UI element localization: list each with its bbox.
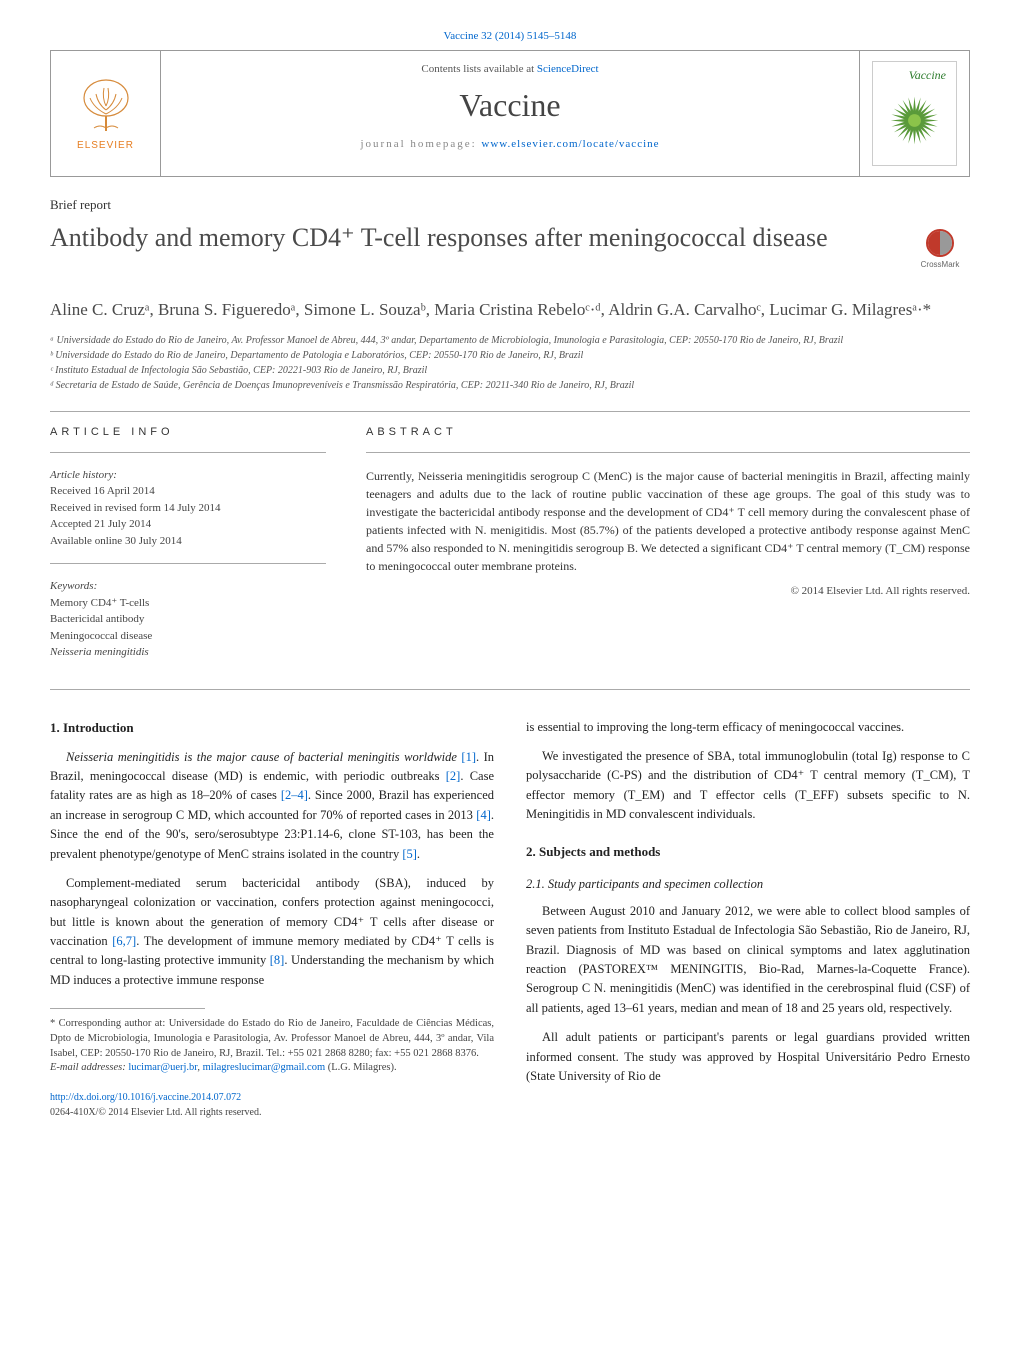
keyword-2: Bactericidal antibody [50,613,144,625]
methods-p2: All adult patients or participant's pare… [526,1028,970,1086]
email-suffix: (L.G. Milagres). [325,1062,396,1073]
intro-p4: We investigated the presence of SBA, tot… [526,747,970,825]
ref-6-7[interactable]: [6,7] [112,934,136,948]
history-revised: Received in revised form 14 July 2014 [50,502,220,514]
journal-cover-cell: Vaccine [859,51,969,176]
methods-heading: 2. Subjects and methods [526,842,970,862]
header-center: Contents lists available at ScienceDirec… [161,51,859,176]
crossmark-icon [926,229,954,257]
authors-line: Aline C. Cruzᵃ, Bruna S. Figueredoᵃ, Sim… [50,297,970,323]
info-divider [50,452,326,453]
journal-cover: Vaccine [872,61,957,166]
journal-homepage-link[interactable]: www.elsevier.com/locate/vaccine [481,138,659,150]
methods-p1: Between August 2010 and January 2012, we… [526,902,970,1018]
divider [50,411,970,412]
affiliation-a: ᵃ Universidade do Estado do Rio de Janei… [50,333,970,348]
ref-8[interactable]: [8] [270,953,285,967]
elsevier-logo: ELSEVIER [66,69,146,159]
info-divider-2 [50,563,326,564]
ref-1[interactable]: [1] [461,750,476,764]
journal-homepage-line: journal homepage: www.elsevier.com/locat… [171,138,849,150]
keyword-4: Neisseria meningitidis [50,646,149,658]
affiliation-d: ᵈ Secretaria de Estado de Saúde, Gerênci… [50,378,970,393]
crossmark-badge[interactable]: CrossMark [910,229,970,279]
intro-p2: Complement-mediated serum bactericidal a… [50,874,494,990]
affiliation-c: ᶜ Instituto Estadual de Infectologia São… [50,363,970,378]
history-online: Available online 30 July 2014 [50,535,182,547]
doi-copyright: 0264-410X/© 2014 Elsevier Ltd. All right… [50,1105,494,1121]
publisher-logo-cell: ELSEVIER [51,51,161,176]
corresponding-author: * Corresponding author at: Universidade … [50,1017,494,1061]
ref-2-4[interactable]: [2–4] [281,788,308,802]
email-2[interactable]: milagreslucimar@gmail.com [203,1062,326,1073]
ref-4[interactable]: [4] [476,808,491,822]
journal-name: Vaccine [171,87,849,124]
article-info-label: ARTICLE INFO [50,426,326,438]
homepage-prefix: journal homepage: [360,138,481,150]
history-heading: Article history: [50,469,117,481]
left-column: 1. Introduction Neisseria meningitidis i… [50,718,494,1121]
intro-p3: is essential to improving the long-term … [526,718,970,737]
abstract-label: ABSTRACT [366,426,970,438]
abstract-copyright: © 2014 Elsevier Ltd. All rights reserved… [366,585,970,597]
crossmark-label: CrossMark [921,260,960,269]
affiliation-b: ᵇ Universidade do Estado do Rio de Janei… [50,348,970,363]
article-title: Antibody and memory CD4⁺ T-cell response… [50,221,910,255]
contents-available-line: Contents lists available at ScienceDirec… [171,63,849,75]
affiliations: ᵃ Universidade do Estado do Rio de Janei… [50,333,970,393]
cover-title: Vaccine [909,68,946,83]
keyword-1: Memory CD4⁺ T-cells [50,597,149,609]
email-label: E-mail addresses: [50,1062,128,1073]
history-received: Received 16 April 2014 [50,485,155,497]
abstract-column: ABSTRACT Currently, Neisseria meningitid… [366,426,970,675]
right-column: is essential to improving the long-term … [526,718,970,1121]
doi-link[interactable]: http://dx.doi.org/10.1016/j.vaccine.2014… [50,1090,494,1106]
intro-heading: 1. Introduction [50,718,494,738]
journal-header: ELSEVIER Contents lists available at Sci… [50,50,970,177]
intro-p1: Neisseria meningitidis is the major caus… [50,748,494,864]
keywords-heading: Keywords: [50,580,97,592]
elsevier-tree-icon [76,76,136,136]
ref-5[interactable]: [5] [402,847,417,861]
sciencedirect-link[interactable]: ScienceDirect [537,63,599,75]
footnote-separator [50,1008,205,1009]
cover-burst-icon [887,93,942,148]
keywords-block: Keywords: Memory CD4⁺ T-cells Bactericid… [50,578,326,661]
footnotes: * Corresponding author at: Universidade … [50,1017,494,1076]
email-line: E-mail addresses: lucimar@uerj.br, milag… [50,1061,494,1076]
ref-2[interactable]: [2] [446,769,461,783]
abstract-text: Currently, Neisseria meningitidis serogr… [366,467,970,575]
abstract-divider [366,452,970,453]
email-1[interactable]: lucimar@uerj.br [128,1062,197,1073]
elsevier-wordmark: ELSEVIER [77,140,134,151]
intro-p1f: . [417,847,420,861]
divider-body [50,689,970,690]
article-info-column: ARTICLE INFO Article history: Received 1… [50,426,326,675]
history-accepted: Accepted 21 July 2014 [50,518,151,530]
intro-p1a: Neisseria meningitidis is the major caus… [66,750,461,764]
top-citation: Vaccine 32 (2014) 5145–5148 [50,30,970,42]
article-type: Brief report [50,197,970,213]
contents-prefix: Contents lists available at [421,63,536,75]
article-history: Article history: Received 16 April 2014 … [50,467,326,550]
keyword-3: Meningococcal disease [50,630,152,642]
methods-sub1: 2.1. Study participants and specimen col… [526,875,970,894]
